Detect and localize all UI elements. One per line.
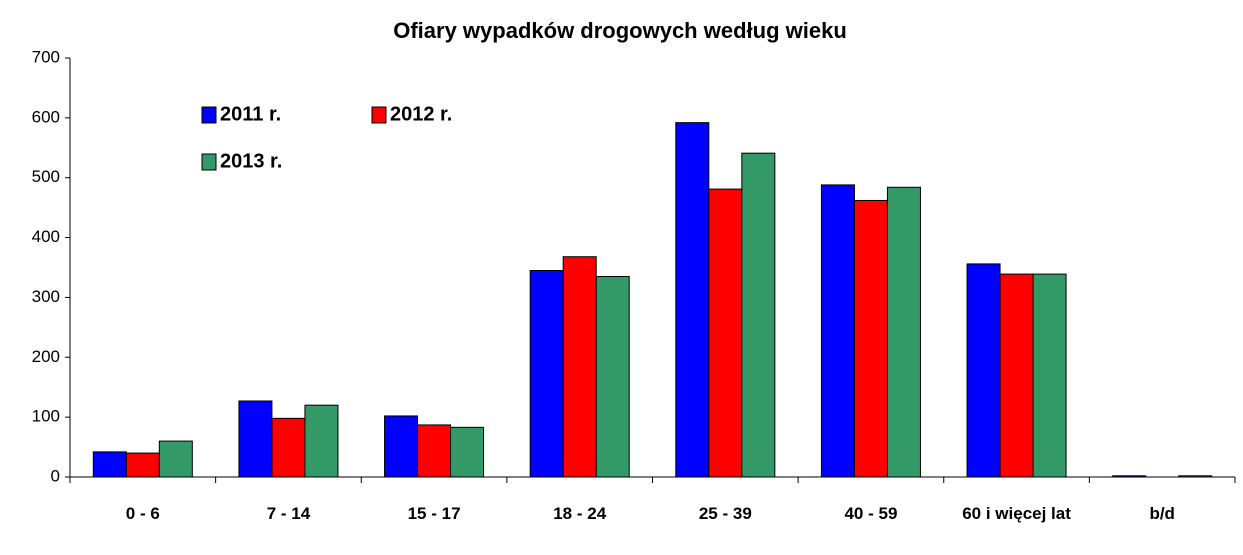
legend-label: 2012 r. [390, 103, 452, 125]
legend-swatch [201, 106, 217, 124]
legend-label: 2013 r. [220, 150, 282, 172]
y-tick-label: 300 [32, 287, 60, 306]
bar [529, 269, 564, 478]
bar [595, 275, 630, 478]
bar [125, 452, 160, 478]
legend-swatch [201, 153, 217, 171]
bar [708, 188, 743, 478]
x-tick-label: 15 - 17 [407, 504, 461, 523]
bar [450, 426, 485, 478]
legend-label: 2011 r. [220, 103, 281, 125]
y-tick-label: 500 [32, 167, 60, 186]
bar [158, 440, 193, 478]
x-tick-label: 40 - 59 [844, 504, 898, 523]
x-tick-label: b/d [1149, 504, 1175, 523]
bar [562, 256, 597, 478]
bar [271, 417, 306, 478]
y-tick-label: 100 [32, 407, 60, 426]
y-tick-label: 200 [32, 347, 60, 366]
bar [675, 122, 710, 478]
y-tick-label: 700 [32, 47, 60, 66]
bar [417, 424, 452, 478]
bar [886, 186, 921, 478]
x-tick-label: 60 i więcej lat [962, 504, 1071, 523]
bar [238, 400, 273, 478]
x-tick-label: 25 - 39 [698, 504, 752, 523]
legend-swatch [371, 106, 387, 124]
bar [853, 199, 888, 478]
bar [1178, 475, 1213, 478]
bar [820, 184, 855, 478]
chart-title: Ofiary wypadków drogowych według wieku [393, 18, 847, 43]
x-tick-label: 18 - 24 [553, 504, 607, 523]
y-tick-label: 400 [32, 227, 60, 246]
bar [741, 152, 776, 478]
y-tick-label: 600 [32, 107, 60, 126]
x-tick-label: 7 - 14 [266, 504, 311, 523]
bar [384, 415, 419, 478]
bar [966, 263, 1001, 478]
bar [1112, 475, 1147, 478]
y-tick-label: 0 [51, 466, 60, 485]
bar [304, 404, 339, 478]
bar [92, 451, 127, 478]
bar [999, 273, 1034, 478]
bar [1032, 273, 1067, 478]
x-tick-label: 0 - 6 [125, 504, 160, 523]
